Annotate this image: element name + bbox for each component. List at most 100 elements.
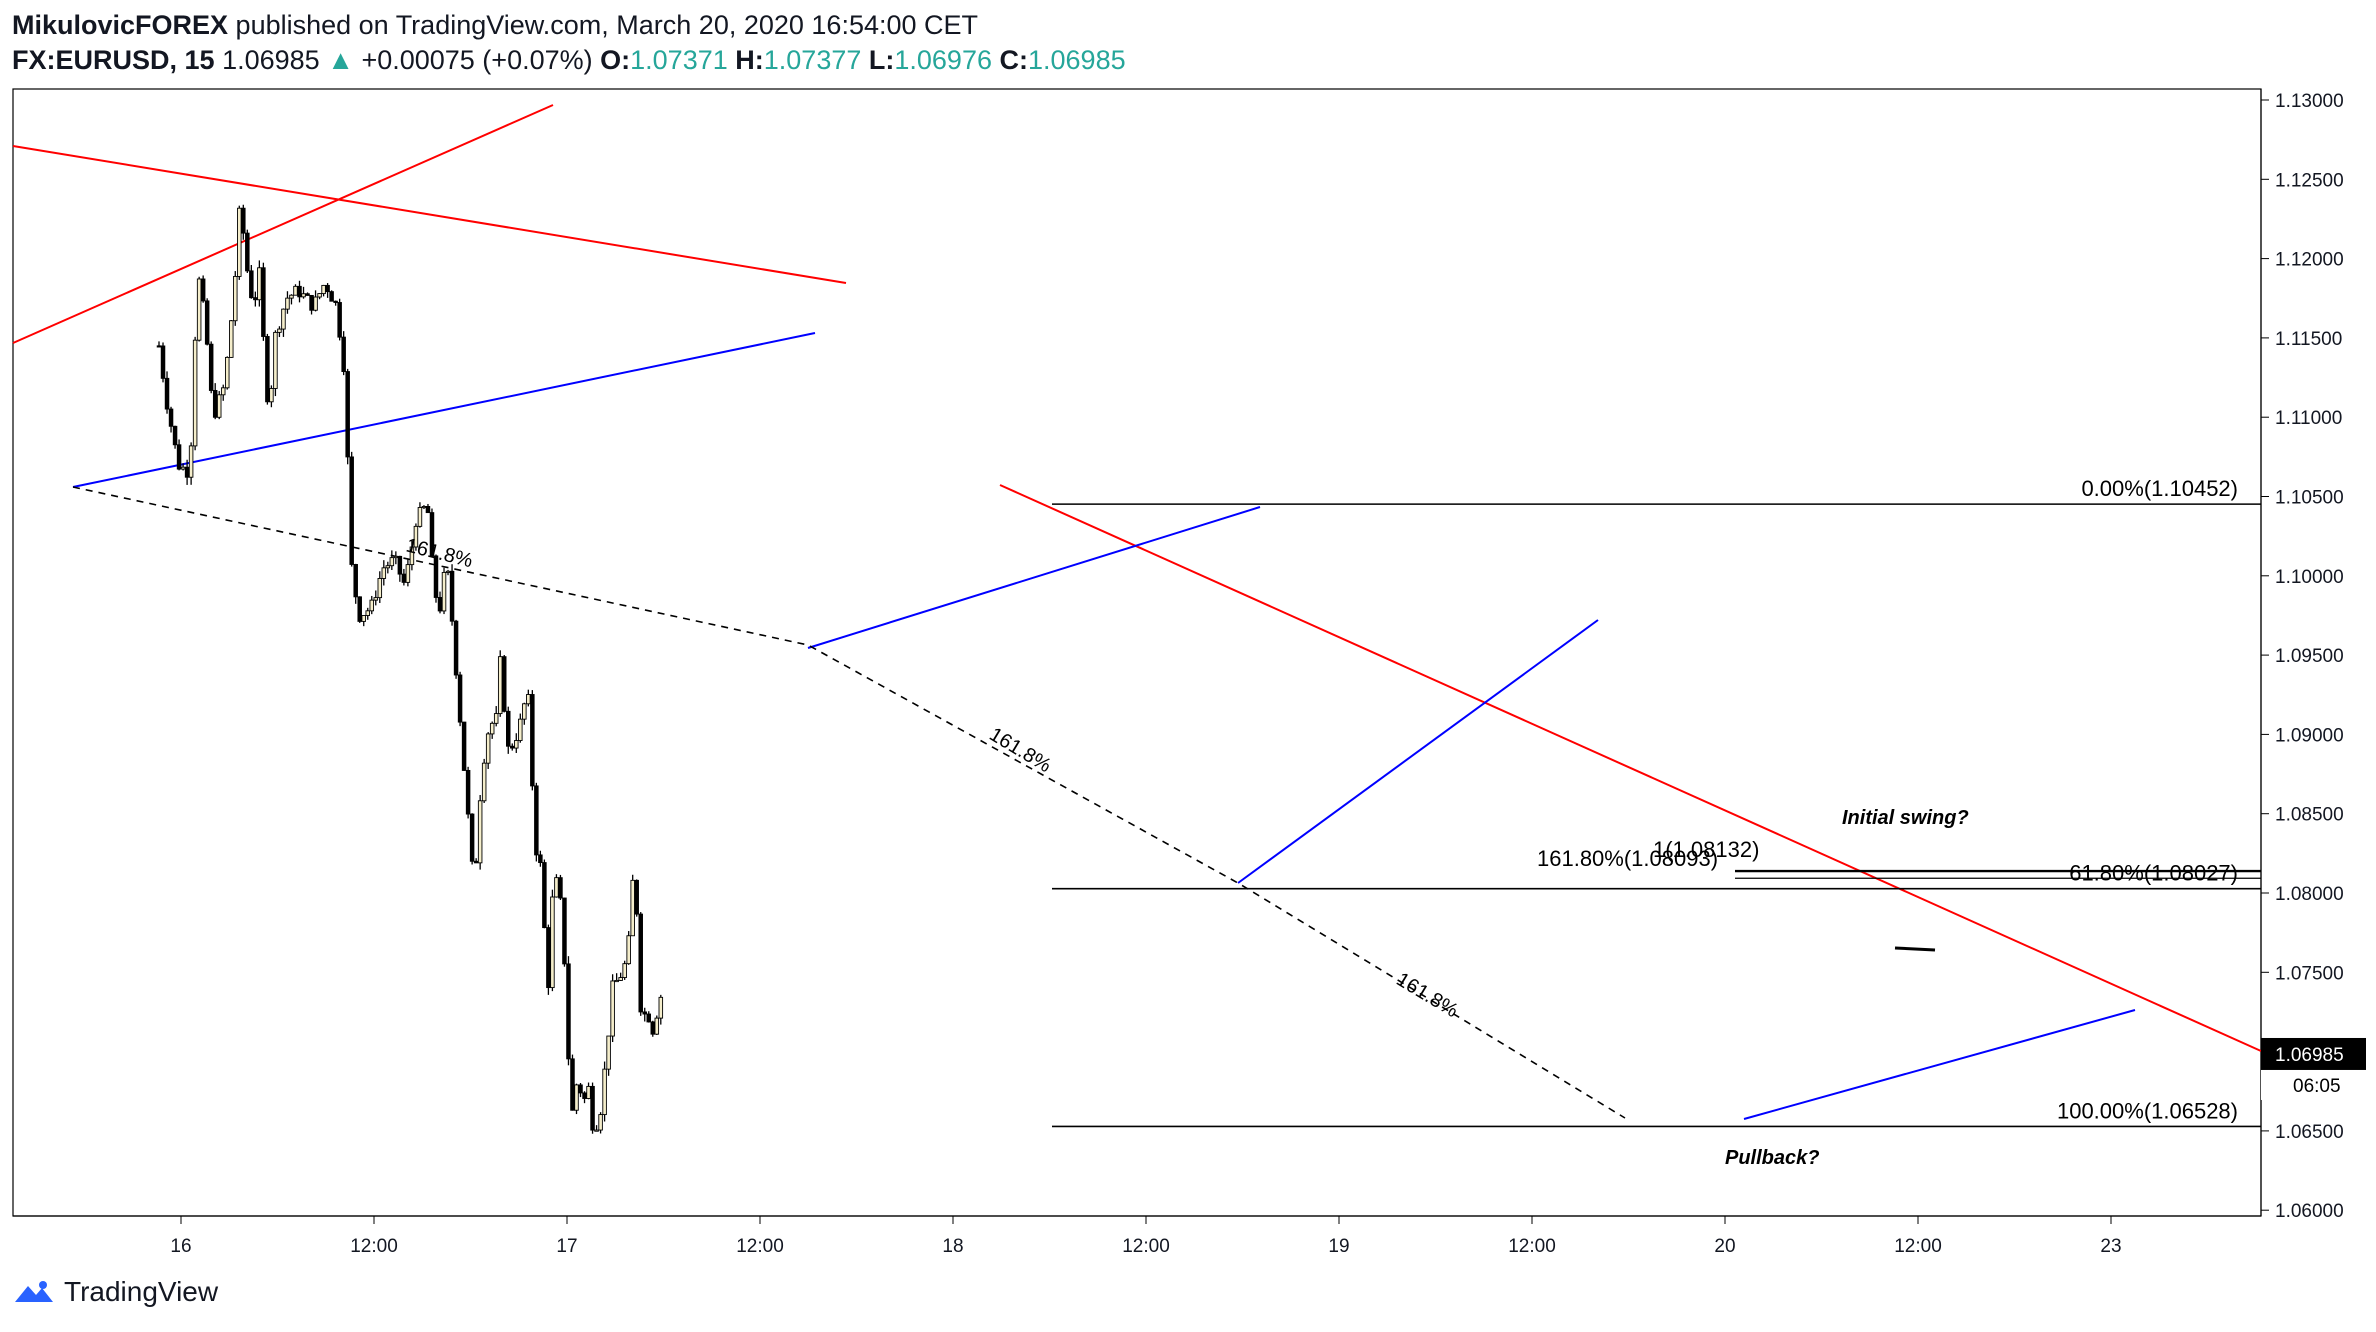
candle-body <box>285 297 290 310</box>
countdown-tag-text: 06:05 <box>2293 1076 2341 1097</box>
candle-body <box>530 694 535 787</box>
y-tick-label: 1.11500 <box>2275 329 2342 350</box>
candle-body <box>534 785 539 856</box>
close-label: C: <box>999 45 1029 75</box>
candle-body <box>257 267 262 301</box>
x-tick-label: 12:00 <box>1894 1236 1942 1257</box>
candle-body <box>497 656 503 715</box>
x-tick-label: 16 <box>170 1236 191 1257</box>
drawing-layer <box>12 104 2262 1128</box>
fib-level-label: 100.00%(1.06528) <box>2057 1098 2238 1123</box>
candle-body <box>301 293 306 298</box>
candle-body <box>646 1013 652 1023</box>
y-tick-label: 1.06500 <box>2275 1122 2344 1143</box>
candle-body <box>542 862 547 929</box>
candle-body <box>654 1017 660 1035</box>
candle-body <box>610 980 615 1037</box>
candle-body <box>477 800 483 864</box>
candle-body <box>558 877 563 899</box>
x-tick-label: 12:00 <box>736 1236 784 1257</box>
close-value: 1.06985 <box>1028 45 1126 75</box>
candle-body <box>397 555 403 575</box>
candle-body <box>405 564 411 583</box>
candle-body <box>546 927 551 989</box>
x-tick-label: 12:00 <box>1508 1236 1556 1257</box>
candle-body <box>417 507 423 527</box>
plot-frame <box>12 88 2262 1217</box>
x-tick-label: 17 <box>556 1236 577 1257</box>
footer-brand[interactable]: TradingView <box>12 1276 218 1308</box>
candle-body <box>353 564 358 598</box>
candle-body <box>289 294 294 299</box>
candle-body <box>196 278 202 341</box>
low-label: L: <box>868 45 895 75</box>
candle-body <box>598 1114 603 1131</box>
candle-body <box>630 879 635 937</box>
candle-body <box>602 1068 607 1116</box>
candle-body <box>229 320 234 358</box>
blue-trendline <box>1237 619 1599 884</box>
high-label: H: <box>735 45 764 75</box>
y-tick-label: 1.10000 <box>2275 567 2344 588</box>
candle-body <box>385 565 391 569</box>
candle-body <box>377 578 383 599</box>
up-arrow-icon: ▲ <box>327 45 354 75</box>
symbol-name[interactable]: FX:EURUSD, 15 <box>12 45 215 75</box>
candle-body <box>180 466 186 470</box>
candle-body <box>369 599 375 612</box>
candle-body <box>421 506 427 509</box>
candle-body <box>465 769 471 815</box>
fib-level-label: 61.80%(1.08027) <box>2069 861 2238 886</box>
open-value: 1.07371 <box>630 45 728 75</box>
extension-label: 161.80%(1.08093) <box>1537 846 1718 871</box>
price-change: +0.00075 (+0.07%) <box>361 45 593 75</box>
candle-body <box>489 722 495 735</box>
candle-body <box>433 555 439 598</box>
candle-body <box>618 977 623 981</box>
candle-body <box>365 610 370 616</box>
last-price-tag-text: 1.06985 <box>2275 1045 2344 1066</box>
candle-body <box>337 302 342 338</box>
candle-body <box>373 597 379 601</box>
price-axis[interactable]: 1.13000 1.12500 1.12000 1.11500 1.11000 1.105… <box>2261 91 2344 1222</box>
candle-body <box>188 445 194 478</box>
y-tick-label: 1.08500 <box>2275 805 2344 826</box>
candle-body <box>574 1084 579 1111</box>
fib-level-label: 0.00%(1.10452) <box>2081 476 2238 501</box>
x-tick-label: 18 <box>942 1236 963 1257</box>
candle-body <box>241 207 246 234</box>
candle-body <box>333 300 338 303</box>
candles <box>156 204 664 1134</box>
candle-body <box>349 456 354 565</box>
candle-body <box>594 1129 599 1132</box>
y-tick-label: 1.13000 <box>2275 91 2344 112</box>
candle-body <box>522 703 527 720</box>
candle-body <box>425 506 431 514</box>
extension-label: 1(1.08132) <box>1653 837 1759 862</box>
candle-body <box>622 963 627 979</box>
candle-body <box>614 979 619 983</box>
time-axis[interactable]: 16 12:00 17 12:00 18 12:00 19 12:00 20 12:00 23 <box>170 1216 2122 1257</box>
candle-body <box>220 387 226 396</box>
candle-body <box>449 570 455 622</box>
candle-body <box>184 466 190 478</box>
candle-body <box>606 1035 611 1070</box>
candle-body <box>506 710 511 747</box>
candle-body <box>562 897 567 965</box>
x-tick-label: 12:00 <box>1122 1236 1170 1257</box>
candle-body <box>168 408 174 427</box>
candle-body <box>204 300 210 345</box>
candle-body <box>273 331 278 389</box>
y-tick-label: 1.11000 <box>2275 408 2342 429</box>
candle-body <box>473 860 479 864</box>
candle-body <box>317 293 322 298</box>
x-tick-label: 23 <box>2100 1236 2121 1257</box>
candle-body <box>582 1092 587 1099</box>
author-name[interactable]: MikulovicFOREX <box>12 10 229 40</box>
candle-body <box>297 285 302 298</box>
countdown-tag <box>2261 1069 2366 1100</box>
candle-body <box>208 343 214 391</box>
candle-body <box>429 512 435 557</box>
candle-body <box>293 285 298 296</box>
